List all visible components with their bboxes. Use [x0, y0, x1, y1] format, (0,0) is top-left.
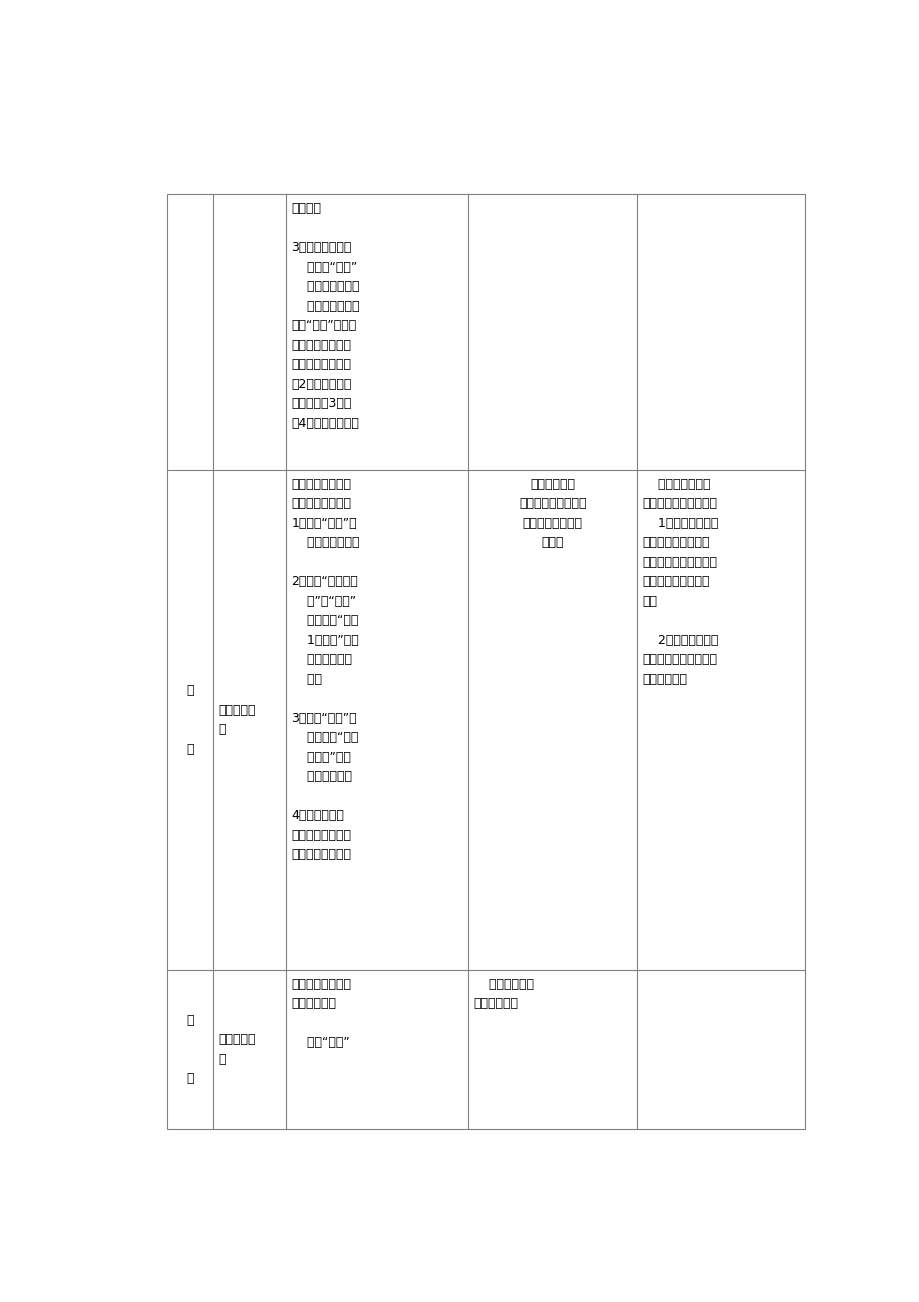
Text: 新


授: 新 授	[186, 684, 194, 755]
Text: 学生根据老师
演示讲解，尝试自己
进行变脸作品程序
设计。: 学生根据老师 演示讲解，尝试自己 进行变脸作品程序 设计。	[518, 478, 586, 549]
Text: 的绘制。

3、单击角色资料
    表中的“造型”
    选项卡，可以看
    到新增的造型。
单击“绘图”按鈕，
在绘图编辑器里增
加新的脸型，完成
第: 的绘制。 3、单击角色资料 表中的“造型” 选项卡，可以看 到新增的造型。 单击…	[291, 202, 359, 430]
Bar	[167, 194, 804, 1129]
Text: 学生完成变脸
作品的保存。: 学生完成变脸 作品的保存。	[472, 978, 534, 1010]
Text: 学生完成变脸作
品程序设计后，想一想
    1、单击角色时，
有时候角色被移动了
位置，一个角色被另一
个教室遮挡了，怎么
办？

    2、如果想要脸的
: 学生完成变脸作 品程序设计后，想一想 1、单击角色时， 有时候角色被移动了 位置…	[641, 478, 718, 686]
Text: 五、保存作
品: 五、保存作 品	[218, 1032, 255, 1065]
Text: 四、程序设
计: 四、程序设 计	[218, 703, 255, 736]
Text: 老师演示讲解变脸
程序设计的步骤：
1、思考“变脸”作
    品的设计思路。

2、单击“指令模块
    区”的“控制”
    按鈕，将“角色
    1: 老师演示讲解变脸 程序设计的步骤： 1、思考“变脸”作 品的设计思路。 2、单击…	[291, 478, 359, 862]
Text: 新


授: 新 授	[186, 1013, 194, 1085]
Text: 老师演示讲解保存
作品的过程。

    执行“文件”: 老师演示讲解保存 作品的过程。 执行“文件”	[291, 978, 351, 1049]
